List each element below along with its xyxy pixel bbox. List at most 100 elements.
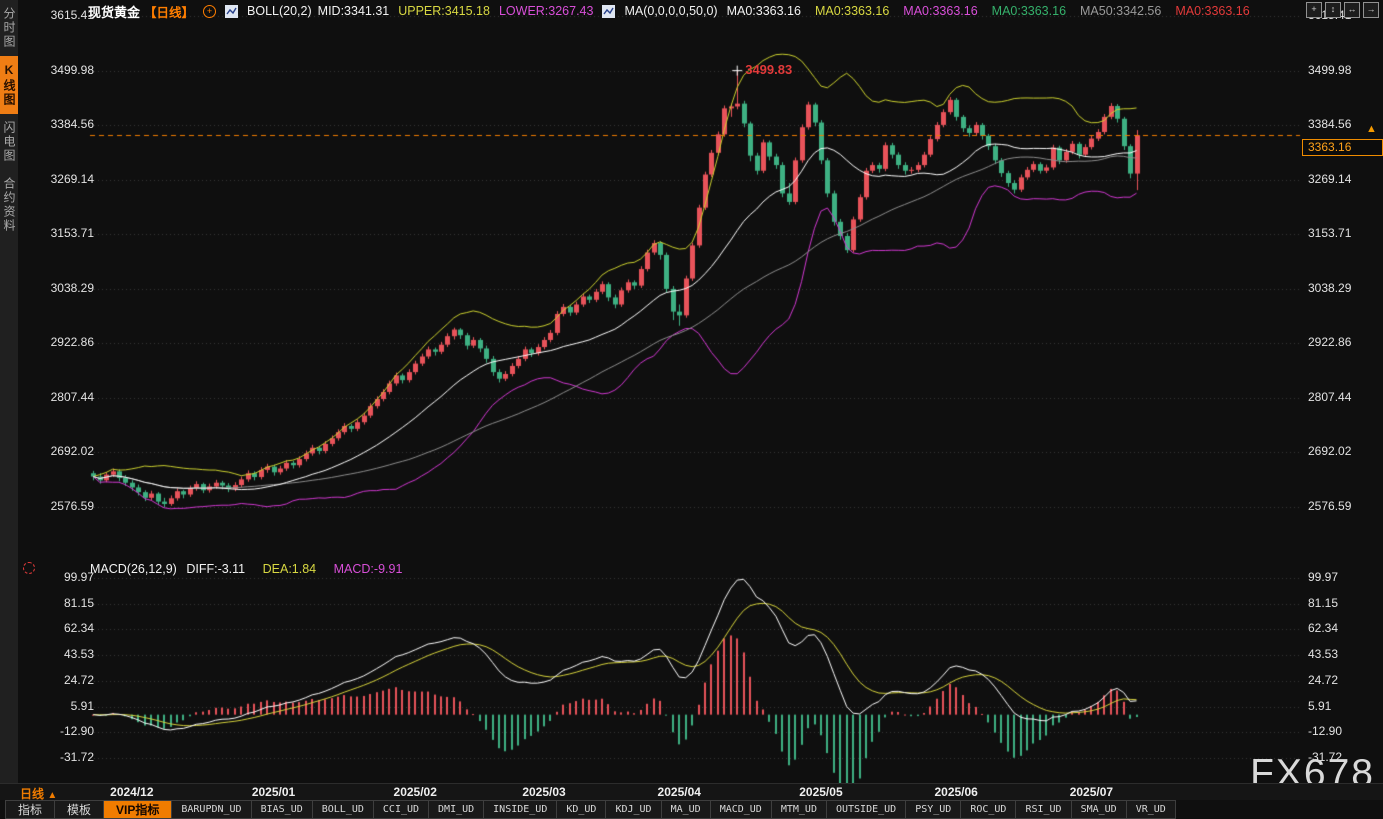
axis-tick-label: 3038.29 xyxy=(1308,280,1352,295)
ma-value: MA50:3342.56 xyxy=(1080,4,1162,18)
ma-value: MA0:3363.16 xyxy=(991,4,1067,18)
axis-tick-label: 3153.71 xyxy=(50,226,94,241)
boll-indicator-icon[interactable] xyxy=(225,4,239,18)
axis-tick-label: 81.15 xyxy=(1308,595,1339,610)
tab-模板[interactable]: 模板 xyxy=(54,800,105,819)
chart-toolbar: + ↕ ↔ → xyxy=(1306,2,1379,18)
tab-OUTSIDE_UD[interactable]: OUTSIDE_UD xyxy=(825,800,907,819)
axis-tick-label: 5.91 xyxy=(70,698,94,713)
peak-annotation: 3499.83 xyxy=(745,61,793,77)
macd-dea-value: DEA:1.84 xyxy=(262,562,317,576)
macd-alert-icon xyxy=(23,562,35,574)
month-label: 2025/06 xyxy=(934,785,978,799)
sidebar-item-合约资料[interactable]: 合约资料 xyxy=(2,177,16,233)
tab-RSI_UD[interactable]: RSI_UD xyxy=(1015,800,1072,819)
ma-value: MA0:3363.16 xyxy=(814,4,890,18)
axis-tick-label: -12.90 xyxy=(59,724,94,739)
tab-ROC_UD[interactable]: ROC_UD xyxy=(960,800,1017,819)
y-zoom-icon[interactable]: ↕ xyxy=(1325,2,1341,18)
axis-tick-label: 2922.86 xyxy=(1308,335,1352,350)
axis-tick-label: 2576.59 xyxy=(1308,499,1352,513)
month-label: 2025/05 xyxy=(799,785,843,799)
axis-tick-label: 2692.02 xyxy=(1308,444,1352,459)
axis-tick-label: 3269.14 xyxy=(50,171,94,186)
month-label: 2025/03 xyxy=(522,785,566,799)
axis-tick-label: 3038.29 xyxy=(50,280,94,295)
ma-values: MA0:3363.16 MA0:3363.16 MA0:3363.16 MA0:336… xyxy=(727,4,1250,18)
axis-tick-label: 24.72 xyxy=(63,672,94,687)
sidebar-item-分时图[interactable]: 分时图 xyxy=(2,7,16,49)
axis-tick-label: 43.53 xyxy=(63,647,94,662)
axis-tick-label: 3384.56 xyxy=(1308,117,1352,132)
axis-tick-label: -12.90 xyxy=(1308,724,1343,739)
ma-label: MA(0,0,0,0,50,0) xyxy=(624,4,718,18)
tab-INSIDE_UD[interactable]: INSIDE_UD xyxy=(483,800,558,819)
tab-BARUPDN_UD[interactable]: BARUPDN_UD xyxy=(171,800,252,819)
axis-tick-label: 2692.02 xyxy=(50,444,94,459)
tab-KDJ_UD[interactable]: KDJ_UD xyxy=(605,800,662,819)
month-label: 2024/12 xyxy=(110,785,154,799)
axis-tick-label: 3499.98 xyxy=(50,62,94,77)
boll-label: BOLL(20,2) xyxy=(247,4,312,18)
sidebar-item-K线图[interactable]: K线图 xyxy=(0,56,18,114)
tab-MA_UD[interactable]: MA_UD xyxy=(660,800,711,819)
tab-VR_UD[interactable]: VR_UD xyxy=(1125,800,1176,819)
axis-tick-label: 2922.86 xyxy=(50,335,94,350)
add-compare-icon[interactable]: + xyxy=(203,4,217,18)
axis-tick-label: -31.72 xyxy=(59,750,94,764)
axis-tick-label: 3615.41 xyxy=(50,8,94,22)
ma-indicator-icon[interactable] xyxy=(602,4,616,18)
axis-tick-label: 81.15 xyxy=(63,595,94,610)
tab-PSY_UD[interactable]: PSY_UD xyxy=(905,800,962,819)
tab-SMA_UD[interactable]: SMA_UD xyxy=(1070,800,1127,819)
axis-tick-label: 99.97 xyxy=(1308,570,1339,584)
axis-tick-label: 62.34 xyxy=(1308,621,1339,636)
tab-VIP指标[interactable]: VIP指标 xyxy=(103,800,173,819)
axis-tick-label: 5.91 xyxy=(1308,698,1332,713)
axis-tick-label: 24.72 xyxy=(1308,672,1339,687)
month-label: 2025/04 xyxy=(657,785,701,799)
time-axis-row: 日线 ▲ 2024/12 2025/01 2025/02 2025/03 2025/04… xyxy=(0,783,1383,802)
period-selector[interactable]: 日线 ▲ xyxy=(20,785,57,802)
macd-label: MACD(26,12,9) xyxy=(90,562,177,576)
axis-tick-label: 2576.59 xyxy=(50,499,94,513)
move-tool-icon[interactable]: + xyxy=(1306,2,1322,18)
period-selector-label: 日线 xyxy=(20,787,45,801)
chevron-up-icon: ▲ xyxy=(47,790,58,801)
tab-KD_UD[interactable]: KD_UD xyxy=(556,800,607,819)
macd-diff-value: DIFF:-3.11 xyxy=(186,562,246,576)
axis-tick-label: 2807.44 xyxy=(1308,389,1352,404)
axis-tick-label: 3153.71 xyxy=(1308,226,1352,241)
axis-tick-label: 43.53 xyxy=(1308,647,1339,662)
pan-right-icon[interactable]: → xyxy=(1363,2,1379,18)
axis-tick-label: 62.34 xyxy=(63,621,94,636)
tab-MTM_UD[interactable]: MTM_UD xyxy=(770,800,827,819)
boll-lower-value: LOWER:3267.43 xyxy=(498,4,594,18)
axis-tick-label: 3384.56 xyxy=(50,117,94,132)
month-label: 2025/02 xyxy=(393,785,437,799)
month-label: 2025/01 xyxy=(251,785,296,799)
period-tag: 【日线】 xyxy=(144,5,195,20)
sidebar-item-闪电图[interactable]: 闪电图 xyxy=(2,121,16,163)
chart-type-sidebar: 分时图 K线图闪电图合约资料 xyxy=(0,0,18,783)
tab-DMI_UD[interactable]: DMI_UD xyxy=(428,800,485,819)
x-zoom-icon[interactable]: ↔ xyxy=(1344,2,1360,18)
tab-BOLL_UD[interactable]: BOLL_UD xyxy=(311,800,374,819)
macd-header: MACD(26,12,9) DIFF:-3.11 DEA:1.84 MACD:-… xyxy=(90,562,416,576)
boll-mid-value: MID:3341.31 xyxy=(317,4,390,18)
axis-tick-label: 3499.98 xyxy=(1308,62,1352,77)
chart-header: 现货黄金 【日线】 + BOLL(20,2) MID:3341.31 UPPER… xyxy=(88,2,1250,20)
tab-指标[interactable]: 指标 xyxy=(5,800,56,819)
tab-CCI_UD[interactable]: CCI_UD xyxy=(372,800,430,819)
axis-tick-label: 2807.44 xyxy=(50,389,94,404)
ma-value: MA0:3363.16 xyxy=(726,4,801,18)
month-label: 2025/07 xyxy=(1069,785,1114,799)
ma-value: MA0:3363.16 xyxy=(903,4,978,18)
tab-BIAS_UD[interactable]: BIAS_UD xyxy=(250,800,313,819)
axis-tick-label: 99.97 xyxy=(63,570,94,584)
tab-MACD_UD[interactable]: MACD_UD xyxy=(709,800,772,819)
last-price-tag: 3363.16 xyxy=(1302,139,1383,156)
price-up-arrow-icon: ▲ xyxy=(1366,123,1377,135)
